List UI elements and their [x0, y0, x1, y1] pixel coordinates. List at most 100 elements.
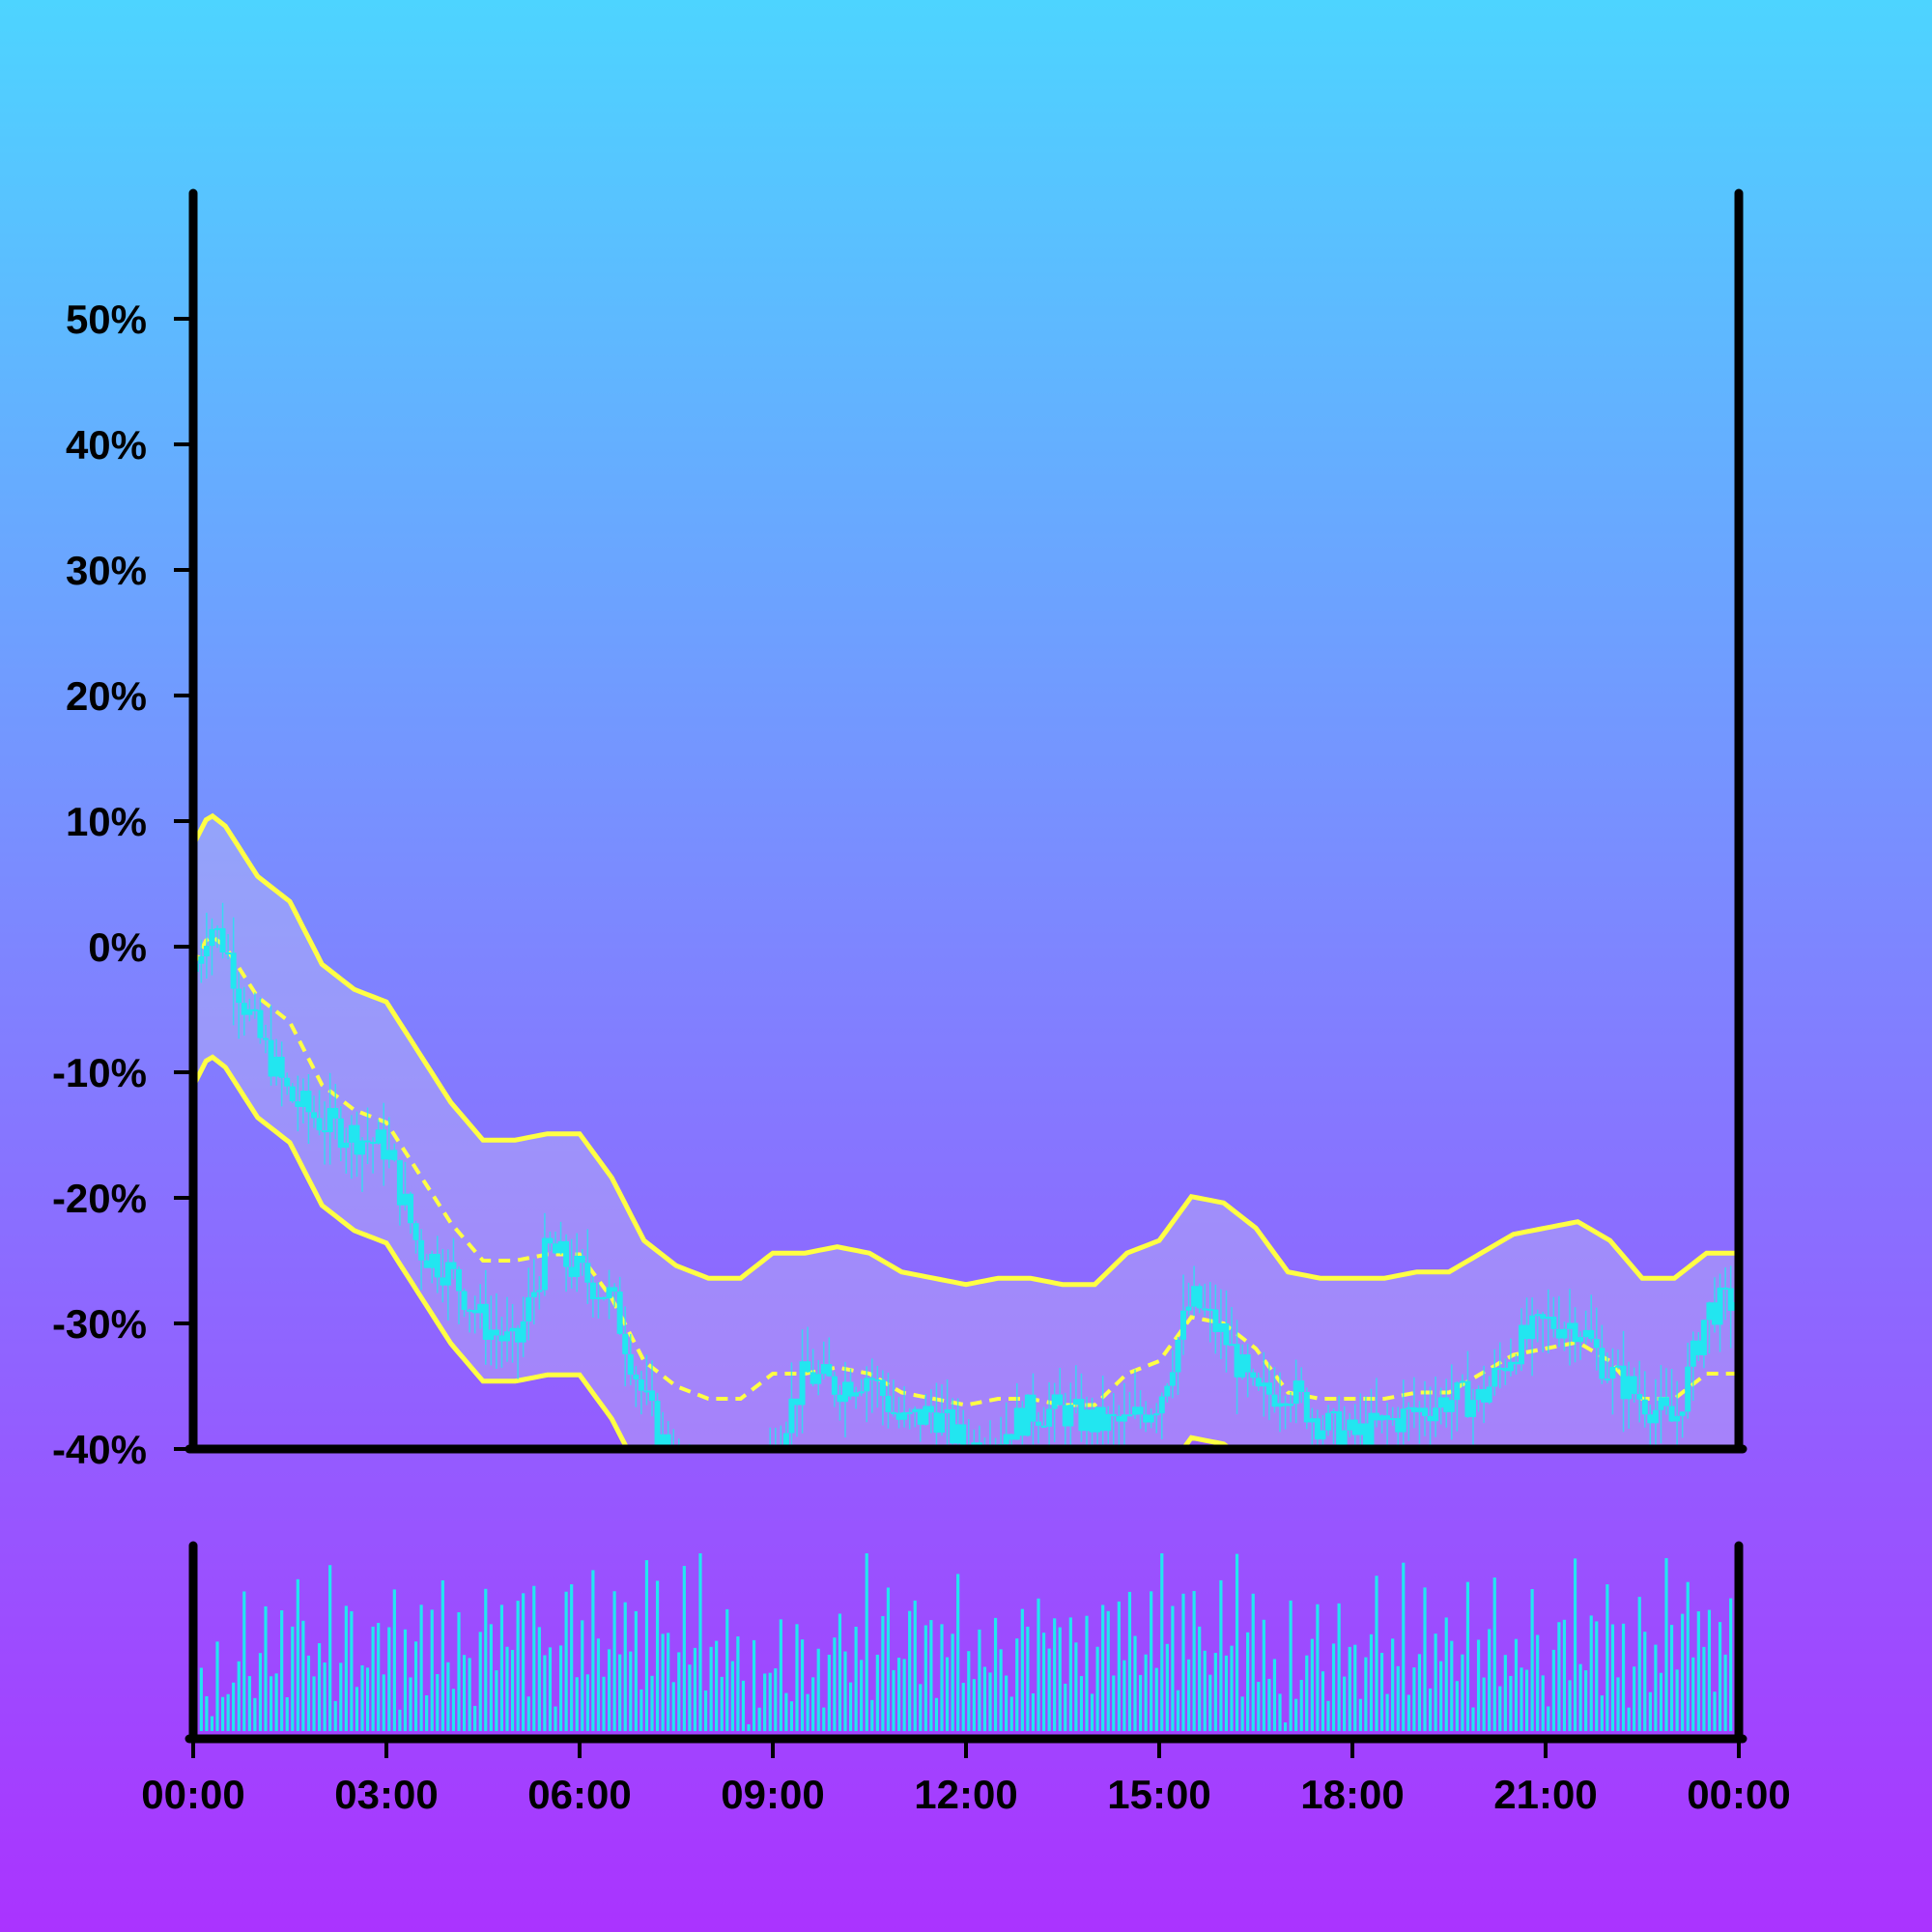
candle-body — [1196, 1286, 1203, 1309]
candle-body — [885, 1396, 892, 1412]
volume-bar — [1465, 1581, 1470, 1731]
candle-body — [219, 927, 226, 952]
volume-bar — [526, 1696, 530, 1731]
volume-bar — [993, 1617, 998, 1731]
volume-bar — [1488, 1629, 1492, 1731]
volume-bar — [1316, 1604, 1320, 1731]
candle-body — [1309, 1418, 1316, 1423]
candle-body — [299, 1091, 306, 1107]
candle-body — [1454, 1382, 1461, 1401]
candle-body — [954, 1424, 961, 1444]
volume-bar — [1150, 1591, 1153, 1731]
candle-body — [1534, 1314, 1541, 1317]
volume-bar — [1713, 1691, 1717, 1731]
volume-bar — [940, 1624, 944, 1731]
volume-bar — [1637, 1597, 1641, 1731]
volume-bar — [1396, 1665, 1400, 1731]
volume-bar — [1568, 1680, 1572, 1731]
volume-bar — [747, 1723, 751, 1731]
volume-bar — [848, 1682, 853, 1731]
volume-bar — [671, 1682, 675, 1731]
volume-bar — [1235, 1553, 1239, 1731]
candle-body — [1293, 1380, 1299, 1405]
candle-body — [423, 1260, 430, 1268]
volume-bar — [1358, 1698, 1362, 1731]
candle-body — [611, 1287, 618, 1293]
candle-body — [1110, 1413, 1117, 1417]
candle-body — [1599, 1348, 1605, 1379]
candle-body — [654, 1401, 661, 1446]
candle-body — [1105, 1413, 1112, 1432]
volume-bar — [1434, 1634, 1437, 1731]
candle-body — [912, 1408, 919, 1412]
candle-body — [1481, 1389, 1488, 1403]
candle-body — [1507, 1361, 1514, 1372]
candle-body — [649, 1390, 655, 1402]
volume-bar — [510, 1650, 515, 1731]
candle-body — [536, 1290, 543, 1293]
volume-bar — [951, 1634, 954, 1731]
volume-bar — [1267, 1678, 1271, 1731]
volume-bar — [1691, 1657, 1695, 1731]
volume-bar — [558, 1645, 563, 1731]
volume-bar — [1095, 1646, 1099, 1731]
candle-body — [1615, 1365, 1621, 1368]
volume-bar — [1272, 1659, 1277, 1731]
volume-bar — [237, 1661, 241, 1731]
volume-bar — [419, 1605, 423, 1731]
volume-bar — [822, 1707, 826, 1731]
candle-body — [327, 1107, 333, 1133]
volume-bar — [833, 1637, 837, 1731]
volume-bar — [242, 1591, 246, 1731]
candle-body — [874, 1378, 881, 1381]
volume-bar — [1385, 1693, 1389, 1731]
volume-bar — [1283, 1722, 1288, 1731]
candle-body — [203, 946, 210, 956]
candle-body — [370, 1142, 377, 1145]
volume-bar — [1573, 1558, 1577, 1731]
candle-body — [1496, 1367, 1503, 1370]
volume-bar — [232, 1682, 236, 1731]
middle-band-line — [193, 934, 1739, 1407]
volume-bar — [1181, 1593, 1185, 1731]
volume-bar — [923, 1625, 927, 1731]
candle-body — [1690, 1340, 1696, 1367]
candle-body — [1116, 1416, 1122, 1422]
volume-bar — [698, 1553, 702, 1731]
volume-bar — [205, 1695, 209, 1731]
volume-bar — [258, 1653, 263, 1731]
volume-bar — [543, 1655, 547, 1731]
volume-bar — [709, 1646, 713, 1731]
volume-bar — [1203, 1650, 1207, 1731]
volume-bar — [1101, 1605, 1105, 1731]
candle-body — [343, 1142, 350, 1149]
y-axis-ticks: -40% -30% -20% -10% 0% 10% 20% 30% 40% 50% — [52, 297, 193, 1472]
volume-bar — [1053, 1618, 1057, 1731]
candle-body — [1389, 1418, 1396, 1421]
volume-bar — [896, 1658, 901, 1731]
candle-body — [950, 1409, 956, 1444]
volume-bar — [548, 1647, 553, 1731]
volume-bar — [789, 1701, 794, 1731]
volume-bar — [1633, 1666, 1636, 1731]
volume-bar — [1610, 1624, 1615, 1731]
candle-body — [1604, 1378, 1610, 1381]
volume-bar — [274, 1673, 278, 1731]
candle-body — [1712, 1302, 1718, 1325]
candle-body — [1395, 1418, 1402, 1433]
volume-bar — [478, 1632, 482, 1731]
candle-body — [1277, 1403, 1283, 1407]
candle-body — [557, 1240, 564, 1254]
y-tick-label: -30% — [52, 1301, 147, 1347]
candle-body — [1368, 1412, 1375, 1447]
volume-bar — [1578, 1663, 1582, 1731]
candle-body — [385, 1150, 392, 1160]
volume-bar — [1198, 1626, 1202, 1731]
candle-body — [1185, 1306, 1192, 1311]
volume-bar — [1364, 1657, 1368, 1731]
volume-bar — [1557, 1622, 1561, 1731]
x-tick-label: 21:00 — [1493, 1772, 1597, 1817]
candle-body — [225, 952, 232, 954]
volume-bar — [1551, 1649, 1555, 1731]
volume-bar — [355, 1687, 359, 1731]
